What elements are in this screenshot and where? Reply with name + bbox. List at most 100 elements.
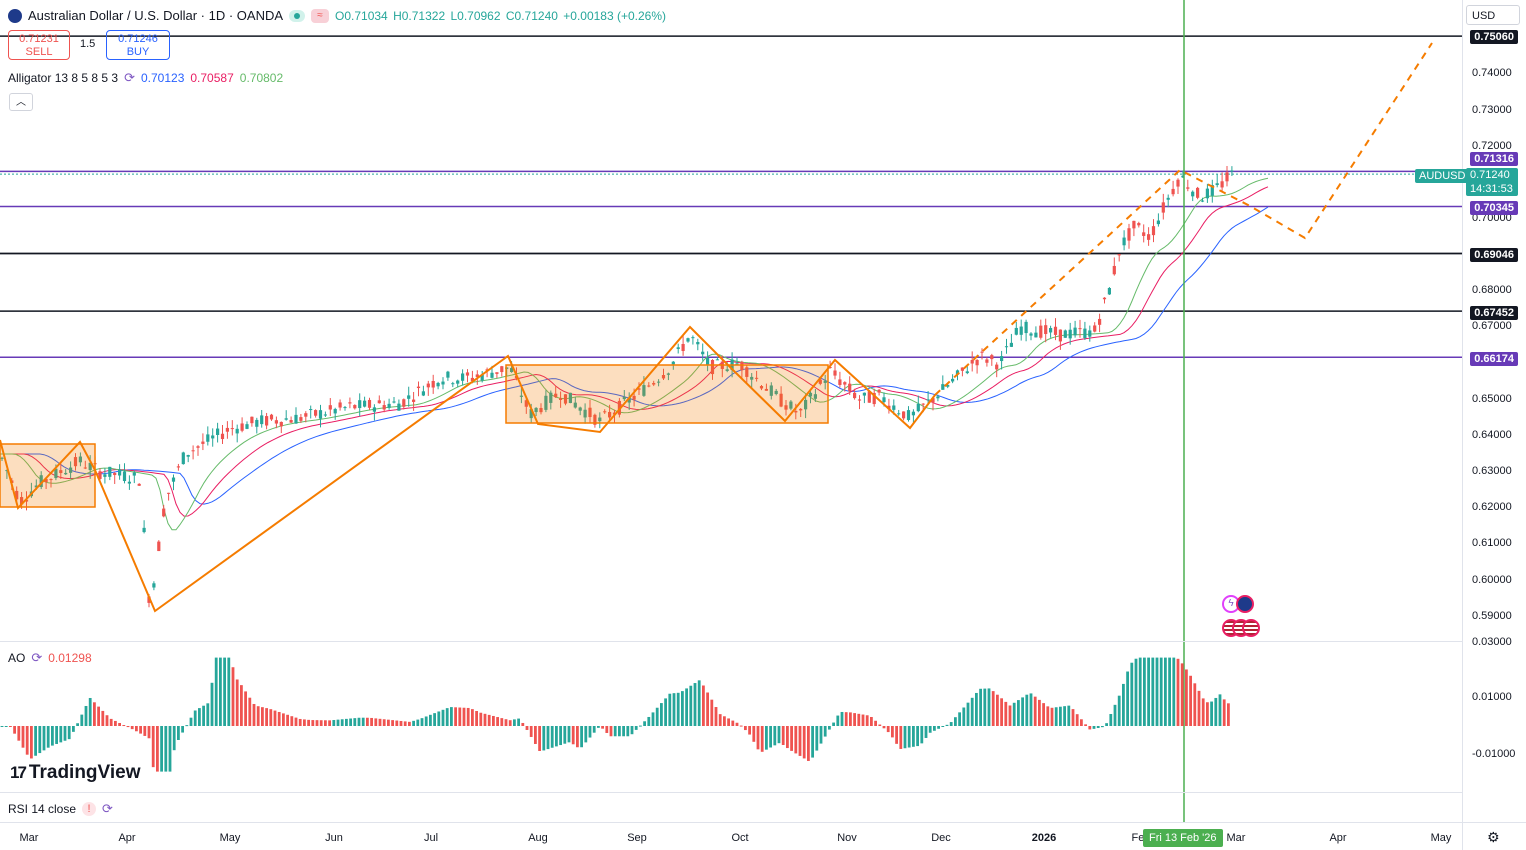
tradingview-logo[interactable]: 17 TradingView bbox=[10, 762, 141, 784]
ao-histogram-bar bbox=[479, 712, 483, 726]
ao-histogram-bar bbox=[1214, 697, 1218, 726]
event-icons-top[interactable]: ϟ bbox=[1222, 595, 1254, 613]
ao-histogram-bar bbox=[790, 726, 793, 751]
candle-body bbox=[833, 370, 837, 376]
rsi-settings-cycle-icon[interactable]: ⟳ bbox=[102, 801, 113, 816]
ao-histogram-bar bbox=[349, 718, 352, 726]
candle-body bbox=[137, 483, 141, 486]
data-delay-icon[interactable]: ≈ bbox=[311, 8, 330, 23]
candle-body bbox=[799, 408, 803, 411]
ao-histogram-bar bbox=[1159, 657, 1163, 726]
candle-body bbox=[1117, 254, 1121, 256]
level-label-0-71316[interactable]: 0.71316 bbox=[1470, 152, 1518, 166]
candle-body bbox=[480, 374, 484, 381]
ao-histogram-bar bbox=[13, 726, 16, 734]
ao-histogram-bar bbox=[521, 722, 525, 726]
ao-histogram-bar bbox=[1025, 694, 1029, 726]
usd-event-icon-3[interactable] bbox=[1242, 619, 1260, 637]
candle-body bbox=[1191, 191, 1195, 197]
candle-body bbox=[642, 385, 646, 396]
settings-gear-icon[interactable]: ⚙ bbox=[1487, 829, 1500, 845]
ao-histogram-bar bbox=[118, 722, 121, 726]
ao-histogram-bar bbox=[244, 691, 247, 726]
candle-body bbox=[1132, 220, 1136, 229]
level-label-0-66174[interactable]: 0.66174 bbox=[1470, 352, 1518, 366]
candle-body bbox=[318, 410, 323, 419]
ao-histogram-bar bbox=[93, 702, 96, 726]
ao-legend[interactable]: AO ⟳ 0.01298 bbox=[8, 650, 92, 666]
collapse-legend-button[interactable]: ︿ bbox=[9, 93, 33, 111]
crosshair-date-label: Fri 13 Feb '26 bbox=[1143, 829, 1223, 847]
level-label-0-75060[interactable]: 0.75060 bbox=[1470, 30, 1518, 44]
ao-histogram-bar bbox=[466, 707, 470, 726]
candle-body bbox=[808, 392, 813, 397]
symbol-legend[interactable]: Australian Dollar / U.S. Dollar · 1D · O… bbox=[8, 8, 668, 23]
ao-histogram-bar bbox=[151, 726, 155, 768]
symbol-tag[interactable]: AUDUSD bbox=[1415, 169, 1470, 183]
ao-histogram-bar bbox=[886, 726, 890, 733]
ao-histogram-bar bbox=[605, 726, 609, 733]
alligator-label: Alligator 13 8 5 8 5 3 bbox=[8, 71, 119, 85]
candle-body bbox=[367, 399, 372, 408]
market-open-icon[interactable] bbox=[289, 9, 306, 22]
candle-body bbox=[794, 411, 798, 413]
ao-histogram-bar bbox=[643, 721, 646, 726]
candle-body bbox=[1107, 288, 1111, 295]
warning-icon[interactable]: ! bbox=[82, 802, 97, 816]
rsi-legend[interactable]: RSI 14 close ! ⟳ bbox=[8, 801, 113, 817]
ao-histogram-bar bbox=[1201, 698, 1205, 726]
ao-histogram-bar bbox=[483, 713, 487, 726]
candle-body bbox=[1142, 232, 1146, 236]
ao-histogram-bar bbox=[1189, 675, 1192, 726]
candle-body bbox=[750, 376, 754, 380]
ao-histogram-bar bbox=[865, 715, 869, 726]
currency-selector[interactable]: USD bbox=[1466, 5, 1520, 25]
time-tick: May bbox=[219, 832, 241, 844]
level-label-0-69046[interactable]: 0.69046 bbox=[1470, 248, 1518, 262]
aud-event-icon[interactable] bbox=[1236, 595, 1254, 613]
ao-histogram-bar bbox=[718, 714, 722, 726]
pane-separator-ao-rsi[interactable] bbox=[0, 792, 1462, 793]
candle-body bbox=[323, 414, 327, 416]
candle-body bbox=[1230, 170, 1234, 172]
candle-body bbox=[108, 466, 112, 477]
ao-histogram-bar bbox=[882, 726, 886, 729]
level-label-0-67452[interactable]: 0.67452 bbox=[1470, 306, 1518, 320]
current-price-label[interactable]: 0.71240 14:31:53 bbox=[1466, 168, 1518, 196]
candle-body bbox=[1049, 328, 1053, 333]
ao-histogram-bar bbox=[1117, 695, 1121, 726]
ao-histogram-bar bbox=[198, 708, 201, 726]
ao-histogram-bar bbox=[206, 703, 210, 726]
candle-body bbox=[382, 405, 386, 410]
candle-body bbox=[225, 427, 229, 432]
ao-histogram-bar bbox=[17, 726, 21, 741]
ao-histogram-bar bbox=[870, 716, 873, 726]
ao-histogram-bar bbox=[1143, 657, 1146, 726]
ao-histogram-bar bbox=[697, 680, 701, 726]
event-icons-bottom[interactable] bbox=[1222, 619, 1260, 637]
sell-button[interactable]: 0.71231 SELL bbox=[8, 30, 70, 60]
alligator-legend[interactable]: Alligator 13 8 5 8 5 3 ⟳ 0.70123 0.70587… bbox=[8, 70, 283, 86]
ao-histogram-bar bbox=[51, 726, 54, 746]
time-tick: Sep bbox=[627, 832, 647, 844]
buy-button[interactable]: 0.71246 BUY bbox=[106, 30, 170, 60]
level-label-0-70345[interactable]: 0.70345 bbox=[1470, 201, 1518, 215]
ao-histogram-bar bbox=[1101, 726, 1104, 728]
ao-histogram-bar bbox=[181, 726, 184, 733]
alligator-jaw-value: 0.70123 bbox=[140, 71, 185, 85]
candle-body bbox=[142, 527, 146, 533]
currency-label: USD bbox=[1472, 10, 1496, 22]
pane-separator-main-ao[interactable] bbox=[0, 641, 1462, 642]
candle-body bbox=[696, 341, 700, 345]
settings-cycle-icon[interactable]: ⟳ bbox=[124, 70, 135, 85]
ao-histogram-bar bbox=[475, 711, 478, 726]
ao-histogram-bar bbox=[80, 714, 84, 726]
ao-histogram-bar bbox=[25, 726, 29, 755]
ao-settings-cycle-icon[interactable]: ⟳ bbox=[31, 650, 43, 665]
ao-histogram-bar bbox=[471, 709, 474, 726]
candle-body bbox=[755, 377, 759, 379]
candle-body bbox=[216, 428, 220, 435]
candle-body bbox=[377, 400, 381, 404]
ao-histogram-bar bbox=[689, 685, 693, 726]
